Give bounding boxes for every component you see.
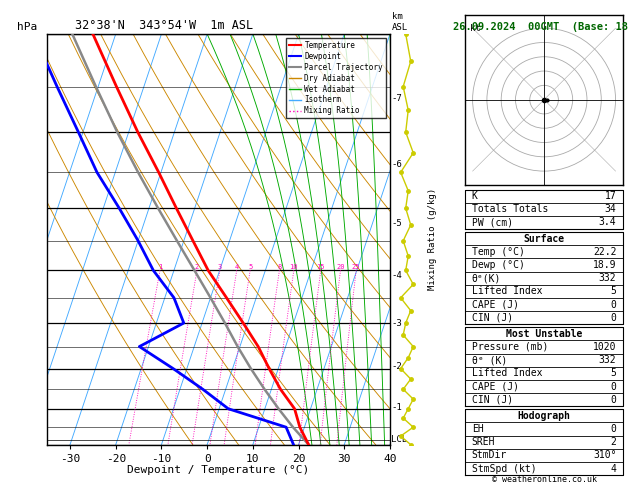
Text: Surface: Surface [523, 234, 565, 243]
Text: hPa: hPa [16, 21, 36, 32]
Text: 3.4: 3.4 [599, 217, 616, 227]
Text: 0: 0 [611, 395, 616, 405]
Text: 34: 34 [604, 204, 616, 214]
Text: 26.09.2024  00GMT  (Base: 18): 26.09.2024 00GMT (Base: 18) [454, 21, 629, 32]
Text: 3: 3 [218, 264, 222, 270]
Text: θᵉ (K): θᵉ (K) [472, 355, 507, 365]
Text: Lifted Index: Lifted Index [472, 286, 542, 296]
Text: -6: -6 [391, 160, 402, 169]
Text: StmSpd (kt): StmSpd (kt) [472, 464, 537, 473]
Text: km
ASL: km ASL [392, 12, 408, 32]
Text: 0: 0 [611, 299, 616, 310]
Text: Most Unstable: Most Unstable [506, 329, 582, 339]
Text: 18.9: 18.9 [593, 260, 616, 270]
Text: 15: 15 [316, 264, 325, 270]
Text: 5: 5 [611, 286, 616, 296]
X-axis label: Dewpoint / Temperature (°C): Dewpoint / Temperature (°C) [128, 465, 309, 475]
Text: Totals Totals: Totals Totals [472, 204, 548, 214]
Text: 332: 332 [599, 273, 616, 283]
Text: K: K [472, 191, 477, 201]
Text: 0: 0 [611, 382, 616, 392]
Text: -2: -2 [391, 362, 402, 371]
Text: -7: -7 [391, 94, 402, 103]
Text: Pressure (mb): Pressure (mb) [472, 342, 548, 352]
Text: 25: 25 [352, 264, 360, 270]
Text: 1020: 1020 [593, 342, 616, 352]
Text: 22.2: 22.2 [593, 247, 616, 257]
Text: 2: 2 [195, 264, 199, 270]
Text: LCL: LCL [391, 435, 407, 444]
Text: SREH: SREH [472, 437, 495, 447]
Text: Hodograph: Hodograph [518, 411, 571, 421]
Text: CIN (J): CIN (J) [472, 395, 513, 405]
Text: StmDir: StmDir [472, 451, 507, 460]
Text: Lifted Index: Lifted Index [472, 368, 542, 378]
Text: 10: 10 [289, 264, 298, 270]
Text: 17: 17 [604, 191, 616, 201]
Text: PW (cm): PW (cm) [472, 217, 513, 227]
Text: -1: -1 [391, 403, 402, 413]
Text: 0: 0 [611, 424, 616, 434]
Text: Dewp (°C): Dewp (°C) [472, 260, 525, 270]
Text: 4: 4 [235, 264, 239, 270]
Text: 0: 0 [611, 312, 616, 323]
Text: 5: 5 [611, 368, 616, 378]
Text: -5: -5 [391, 219, 402, 228]
Text: CAPE (J): CAPE (J) [472, 382, 519, 392]
Text: 332: 332 [599, 355, 616, 365]
Text: kt: kt [470, 24, 481, 33]
Text: 1: 1 [158, 264, 162, 270]
Text: 310°: 310° [593, 451, 616, 460]
Text: -4: -4 [391, 271, 402, 280]
Text: 2: 2 [611, 437, 616, 447]
Text: Temp (°C): Temp (°C) [472, 247, 525, 257]
Text: θᵉ(K): θᵉ(K) [472, 273, 501, 283]
Text: 20: 20 [337, 264, 345, 270]
Text: CIN (J): CIN (J) [472, 312, 513, 323]
Text: EH: EH [472, 424, 484, 434]
Text: 8: 8 [277, 264, 282, 270]
Text: CAPE (J): CAPE (J) [472, 299, 519, 310]
Legend: Temperature, Dewpoint, Parcel Trajectory, Dry Adiabat, Wet Adiabat, Isotherm, Mi: Temperature, Dewpoint, Parcel Trajectory… [286, 38, 386, 119]
Text: 32°38'N  343°54'W  1m ASL: 32°38'N 343°54'W 1m ASL [75, 18, 253, 32]
Text: 5: 5 [248, 264, 252, 270]
Text: 4: 4 [611, 464, 616, 473]
Text: © weatheronline.co.uk: © weatheronline.co.uk [492, 474, 596, 484]
Text: -3: -3 [391, 318, 402, 328]
Text: Mixing Ratio (g/kg): Mixing Ratio (g/kg) [428, 188, 437, 291]
